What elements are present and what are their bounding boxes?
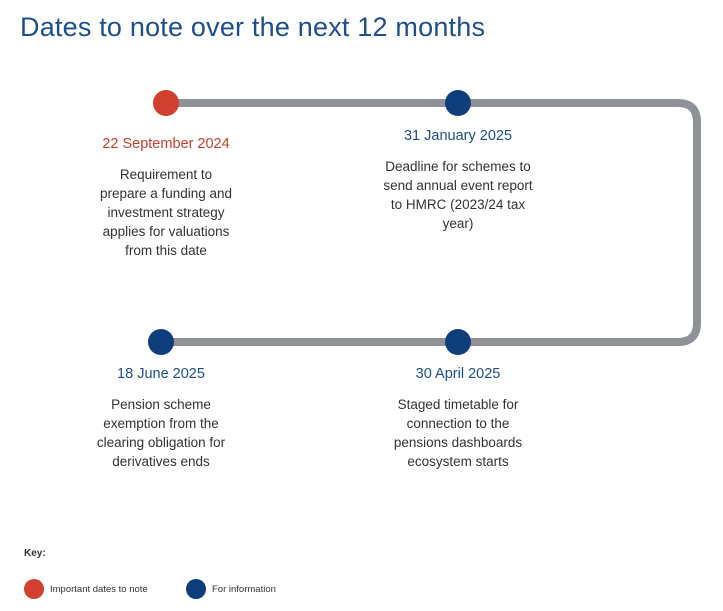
event-block: 30 April 2025 Staged timetable for conne…: [358, 366, 558, 471]
key-item-important: Important dates to note: [24, 579, 148, 599]
event-date: 31 January 2025: [403, 128, 513, 144]
event-description: Deadline for schemes to send annual even…: [383, 159, 533, 231]
event-marker-important: [153, 90, 179, 116]
key-text-information: For information: [212, 583, 276, 595]
red-dot-icon: [24, 579, 44, 599]
timeline-path: [156, 99, 701, 346]
blue-dot-icon: [186, 579, 206, 599]
event-description: Staged timetable for connection to the p…: [393, 397, 523, 469]
key-label: Key:: [24, 548, 46, 559]
event-block: 22 September 2024 Requirement to prepare…: [66, 136, 266, 260]
key-text-important: Important dates to note: [50, 583, 148, 595]
event-marker-information: [445, 90, 471, 116]
event-marker-information: [148, 329, 174, 355]
key-item-information: For information: [186, 579, 276, 599]
event-marker-information: [445, 329, 471, 355]
event-date: 22 September 2024: [102, 136, 230, 152]
event-description: Pension scheme exemption from the cleari…: [96, 397, 226, 469]
event-description: Requirement to prepare a funding and inv…: [99, 167, 233, 258]
event-date: 30 April 2025: [415, 366, 501, 382]
event-block: 18 June 2025 Pension scheme exemption fr…: [61, 366, 261, 471]
page-title: Dates to note over the next 12 months: [20, 12, 486, 42]
event-date: 18 June 2025: [117, 366, 205, 382]
event-block: 31 January 2025 Deadline for schemes to …: [358, 128, 558, 233]
